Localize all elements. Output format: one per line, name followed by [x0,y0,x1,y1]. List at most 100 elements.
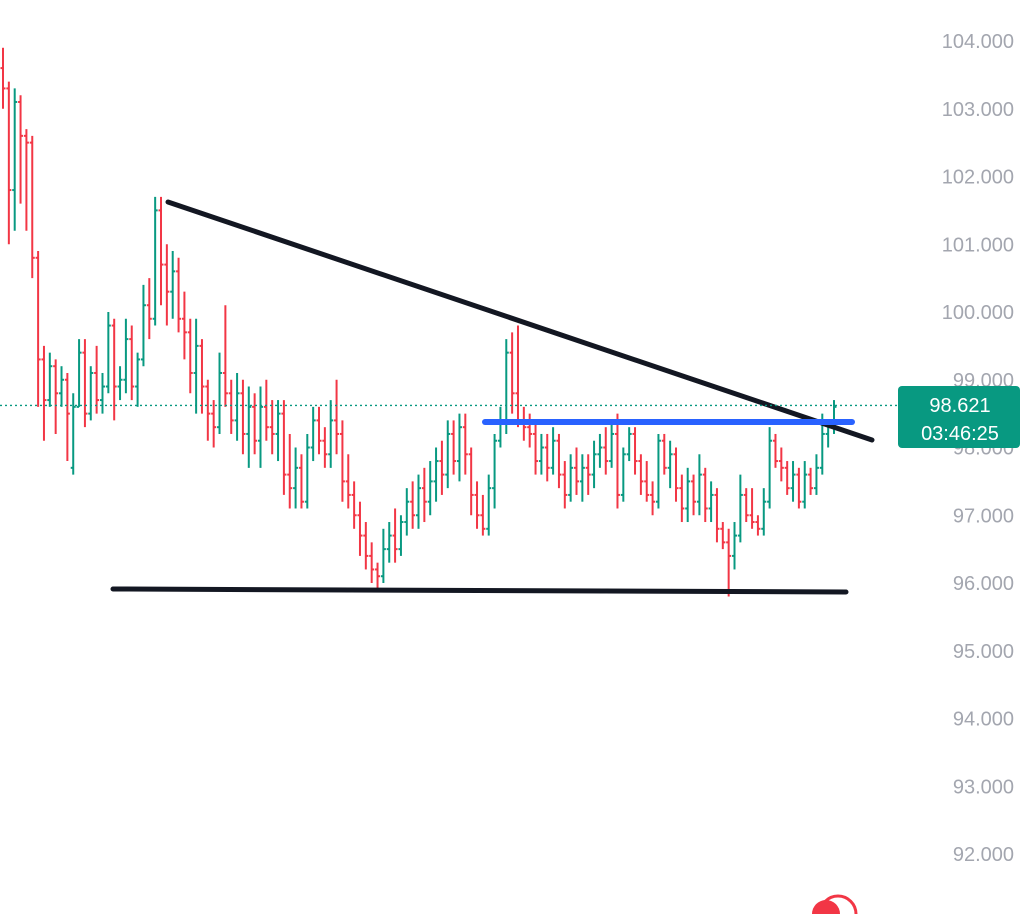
ohlc-bar [135,352,141,407]
price-axis[interactable]: 104.000103.000102.000101.000100.00099.00… [942,31,1014,866]
ohlc-bar [217,352,223,434]
descending-trendline[interactable] [165,199,875,443]
ohlc-bar [691,474,697,516]
y-tick-label: 95.000 [953,641,1014,663]
ohlc-bar [796,467,802,509]
ohlc-bar [404,488,410,536]
ohlc-bar [421,467,427,523]
last-price-tag: 98.621 03:46:25 [898,386,1020,448]
ohlc-bar [193,318,199,414]
ohlc-bar [322,427,328,468]
y-tick-label: 101.000 [942,234,1014,256]
ohlc-bar [614,413,620,509]
ohlc-bar [509,332,515,414]
ohlc-bar [205,379,211,441]
ohlc-bar [468,447,474,516]
ohlc-bar [152,196,158,326]
ohlc-bar [632,427,638,475]
ohlc-bar [386,522,392,563]
ohlc-bar [211,400,217,448]
ohlc-bar [222,305,228,407]
ohlc-bar [12,88,18,231]
ohlc-bar [644,461,650,502]
ohlc-bar [474,481,480,529]
ohlc-bar [433,447,439,502]
ohlc-bar [802,461,808,509]
ohlc-bar [41,345,47,441]
ohlc-bar [772,433,778,468]
ohlc-bar [334,379,340,455]
ohlc-bar [486,474,492,536]
ohlc-bar [492,433,498,509]
ohlc-bar [462,413,468,475]
ohlc-bar [726,528,732,597]
ohlc-bar [597,433,603,468]
ohlc-bar [29,135,35,279]
ohlc-bar [696,454,702,516]
ohlc-bar [538,433,544,475]
ohlc-bar [515,325,521,428]
ohlc-bar [679,474,685,523]
ohlc-bar [228,379,234,434]
y-tick-label: 102.000 [942,167,1014,189]
support-line[interactable] [110,586,849,595]
ohlc-bar [35,251,41,407]
ohlc-bar [176,257,182,333]
ohlc-bar [761,488,767,536]
ohlc-bar [246,386,252,468]
ohlc-bar [544,433,550,482]
ohlc-bar [164,244,170,326]
ohlc-bar [269,400,275,455]
ohlc-bar [392,508,398,563]
ohlc-bar [562,461,568,509]
ohlc-bar [64,372,70,462]
ohlc-bar [140,284,146,367]
y-tick-label: 103.000 [942,99,1014,121]
ohlc-bar [439,440,445,495]
y-tick-label: 93.000 [953,776,1014,798]
ohlc-bars [0,47,837,597]
ohlc-bar [345,454,351,509]
ohlc-bar [574,447,580,495]
ohlc-bar [105,312,111,394]
ohlc-bar [88,366,94,421]
ohlc-bar [99,372,105,414]
flag-icon[interactable] [812,894,858,914]
y-tick-label: 96.000 [953,573,1014,595]
ohlc-bar [556,433,562,489]
ohlc-bar [59,366,65,407]
ohlc-bar [363,522,369,570]
ohlc-bar [702,467,708,523]
ohlc-bar [591,440,597,489]
ohlc-bar [375,562,381,590]
ohlc-bar [240,379,246,455]
ohlc-bar [410,481,416,529]
ohlc-bar [187,318,193,394]
ohlc-bar [298,454,304,509]
ohlc-bar [480,494,486,536]
ohlc-bar [82,339,88,428]
ohlc-bar [6,81,12,245]
ohlc-bar [427,461,433,516]
ohlc-bar [714,488,720,543]
ohlc-bar [673,447,679,502]
ohlc-bar [316,406,322,455]
ohlc-bar [451,420,457,475]
ohlc-bar [755,515,761,536]
ohlc-bar [339,420,345,502]
ohlc-bar [527,413,533,448]
ohlc-bar [170,251,176,319]
ohlc-bar [767,427,773,509]
ohlc-bar [813,454,819,495]
ohlc-bar [70,393,76,475]
ohlc-bar [146,278,152,340]
ohlc-bar [445,420,451,489]
ohlc-bar [416,474,421,529]
ohlc-bar [497,406,503,448]
ohlc-bar [252,393,258,455]
ohlc-bar [293,447,299,509]
ohlc-bar [737,474,743,543]
y-tick-label: 100.000 [942,302,1014,324]
ohlc-bar [123,318,129,394]
